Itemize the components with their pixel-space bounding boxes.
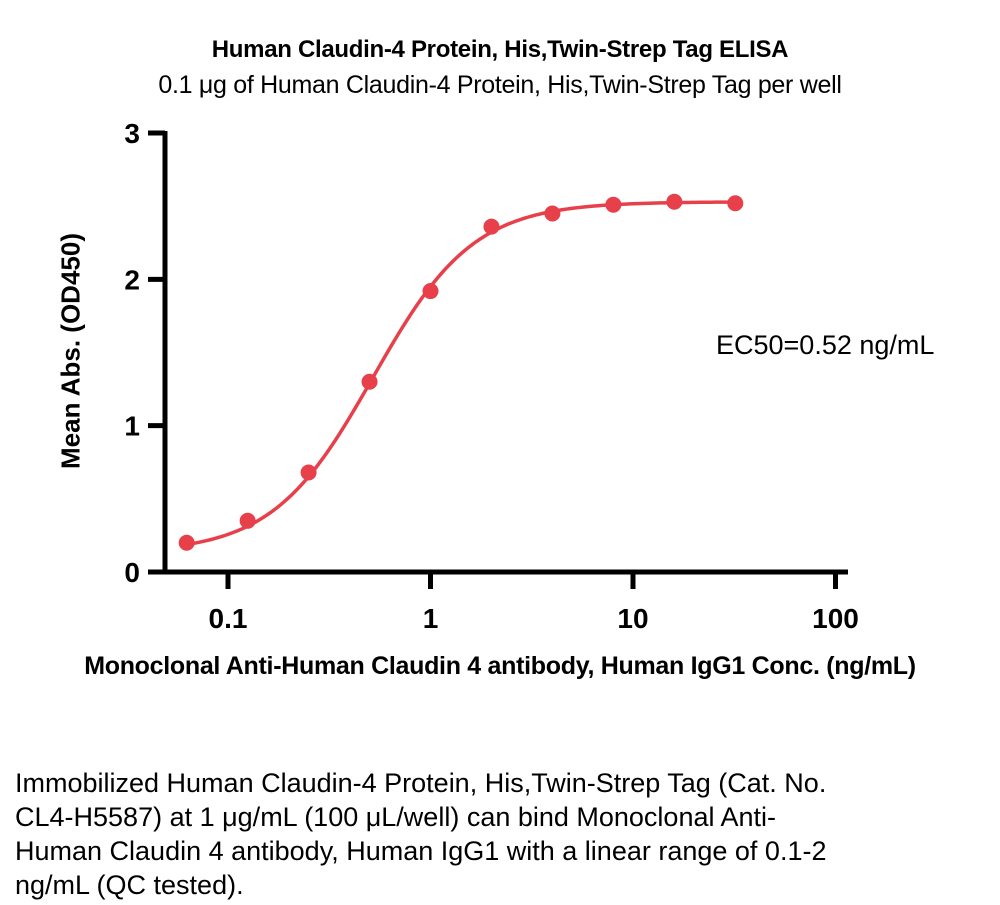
x-tick-label: 100 [812, 603, 859, 634]
data-point [361, 373, 378, 390]
data-point [422, 283, 439, 300]
y-tick-label: 0 [124, 557, 140, 588]
caption-line: Human Claudin 4 antibody, Human IgG1 wit… [15, 836, 827, 866]
caption-line: ng/mL (QC tested). [15, 870, 244, 900]
x-tick-label: 10 [617, 603, 648, 634]
y-axis-label: Mean Abs. (OD450) [55, 233, 86, 469]
caption-line: Immobilized Human Claudin-4 Protein, His… [15, 768, 827, 798]
data-point [666, 193, 683, 210]
data-point [483, 218, 500, 235]
figure-caption: Immobilized Human Claudin-4 Protein, His… [15, 766, 826, 902]
y-tick-label: 2 [124, 264, 140, 295]
data-point [605, 196, 622, 213]
ec50-annotation: EC50=0.52 ng/mL [716, 330, 935, 360]
chart-subtitle: 0.1 μg of Human Claudin-4 Protein, His,T… [158, 71, 842, 99]
chart-title: Human Claudin-4 Protein, His,Twin-Strep … [211, 36, 789, 63]
x-tick-label: 0.1 [209, 603, 248, 634]
x-axis-label: Monoclonal Anti-Human Claudin 4 antibody… [84, 652, 916, 680]
dose-response-plot: 0 1 2 3 0.1 1 10 100 [124, 118, 859, 634]
x-tick-label: 1 [423, 603, 439, 634]
data-point [300, 464, 317, 481]
y-tick-label: 3 [124, 118, 140, 149]
data-point [239, 512, 256, 529]
caption-line: CL4-H5587) at 1 μg/mL (100 μL/well) can … [15, 802, 777, 832]
fit-curve [186, 200, 736, 547]
data-point [727, 195, 744, 212]
y-tick-label: 1 [124, 411, 140, 442]
data-point [544, 205, 561, 222]
data-point [178, 534, 195, 551]
